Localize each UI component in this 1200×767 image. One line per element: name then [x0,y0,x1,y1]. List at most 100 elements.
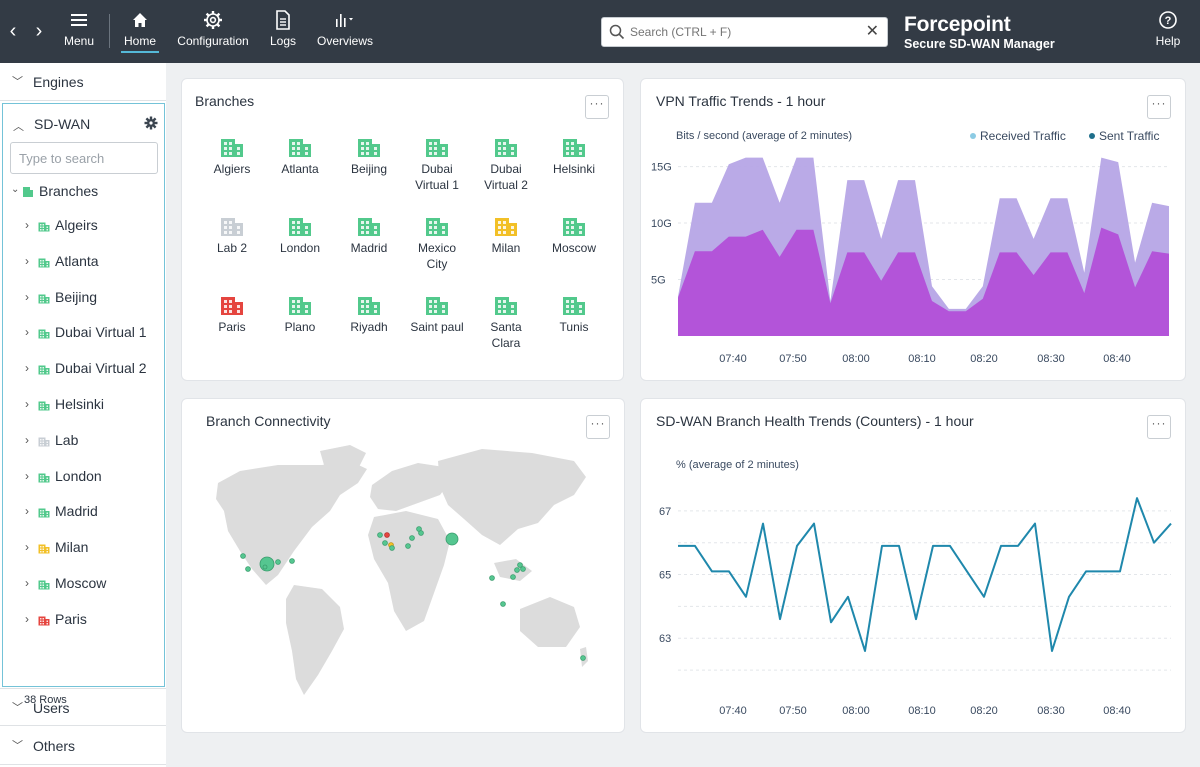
sidebar-item-dubai-virtual-2[interactable]: › Dubai Virtual 2 [25,358,155,382]
x-tick-label: 08:40 [1103,353,1131,365]
branch-tile-label-line2: Virtual 1 [415,178,459,192]
branch-marker [245,566,251,572]
europe-shape [370,463,452,511]
brand-subtitle: Secure SD-WAN Manager [904,37,1055,51]
menu-button[interactable]: Menu [62,9,96,57]
sidebar-item-algeirs[interactable]: › Algeirs [25,215,155,239]
x-tick-label: 07:50 [779,705,807,717]
sidebar-item-london[interactable]: › London [25,466,155,490]
others-section[interactable]: ﹀ Others [0,727,166,765]
building-icon [358,297,380,315]
branch-tile-london[interactable]: London [266,217,334,256]
chevron-down-icon: ﹀ [12,76,23,88]
users-section[interactable]: ﹀ Users [0,688,166,726]
forward-arrow-icon[interactable]: › [35,20,43,42]
branch-tile-label: Saint paul [410,320,464,334]
branch-tile-label: Dubai [490,162,522,176]
x-tick-label: 07:50 [779,353,807,365]
chevron-right-icon: › [25,253,29,268]
branch-tile-algiers[interactable]: Algiers [198,138,266,177]
clear-icon[interactable]: ✕ [865,23,879,40]
chevron-right-icon: › [25,218,29,232]
building-icon [495,139,517,157]
branch-tile-moscow[interactable]: Moscow [540,217,608,256]
chevron-up-icon[interactable]: ︿ [13,121,24,133]
building-icon [38,508,50,518]
sidebar-item-helsinki[interactable]: › Helsinki [25,394,155,418]
brand-logo: Forcepoint [904,13,1011,36]
search-icon [609,24,625,40]
sdwan-label[interactable]: SD-WAN [34,116,91,132]
branch-tile-helsinki[interactable]: Helsinki [540,138,608,177]
back-arrow-icon[interactable]: ‹ [9,20,17,42]
sidebar-item-moscow[interactable]: › Moscow [25,573,155,597]
branch-tile-paris[interactable]: Paris [198,296,266,335]
branch-tile-label: Mexico [417,241,456,255]
branch-tile-label: Helsinki [552,162,595,176]
branch-tile-tunis[interactable]: Tunis [540,296,608,335]
branch-tile-santa-clara[interactable]: Santa Clara [472,296,540,351]
help-button[interactable]: ? Help [1150,9,1186,48]
north-america-shape [216,461,367,585]
menu-label: Menu [63,34,95,48]
tree-search-input[interactable] [10,142,158,174]
branch-marker [389,545,395,551]
building-icon [38,580,50,590]
branch-tile-atlanta[interactable]: Atlanta [266,138,334,177]
branch-tile-label: Santa [490,320,522,334]
document-icon [276,10,290,30]
south-america-shape [286,585,344,695]
connectivity-more-button[interactable]: ··· [586,415,610,439]
building-icon [358,218,380,236]
sidebar-item-dubai-virtual-1[interactable]: › Dubai Virtual 1 [25,322,155,346]
settings-gear-icon[interactable] [144,116,158,130]
legend-received-dot [970,133,976,139]
branch-tile-riyadh[interactable]: Riyadh [335,296,403,335]
tree-root-label: Branches [39,183,99,199]
search-input[interactable] [630,18,860,46]
connectivity-card: Branch Connectivity ··· [181,398,625,733]
health-plot-area: 63 65 67 07:40 07:50 08:00 08:10 08:20 08:30 08:4… [659,497,1172,717]
sent-area [678,227,1169,336]
engines-section[interactable]: ﹀ Engines [0,63,166,101]
branch-tile-beijing[interactable]: Beijing [335,138,403,177]
branch-tile-saint-paul[interactable]: Saint paul [403,296,471,335]
branch-tile-mexico-city[interactable]: Mexico City [403,217,471,272]
nav-home[interactable]: Home [121,9,159,57]
sidebar-item-milan[interactable]: › Milan [25,537,155,561]
branch-tile-label: Moscow [551,241,596,255]
nav-logs[interactable]: Logs [267,9,299,57]
branch-tile-lab-2[interactable]: Lab 2 [198,217,266,256]
x-tick-label: 08:00 [842,705,870,717]
branch-tile-dubai-virtual-1[interactable]: Dubai Virtual 1 [403,138,471,193]
branches-card-title: Branches [195,93,255,109]
branch-tile-milan[interactable]: Milan [472,217,540,256]
africa-shape [368,511,450,631]
branch-markers[interactable] [240,526,586,661]
branch-tile-plano[interactable]: Plano [266,296,334,335]
vpn-more-button[interactable]: ··· [1147,95,1171,119]
world-map[interactable] [182,399,626,734]
branches-more-button[interactable]: ··· [585,95,609,119]
branch-tile-dubai-virtual-2[interactable]: Dubai Virtual 2 [472,138,540,193]
branch-tile-madrid[interactable]: Madrid [335,217,403,256]
health-more-button[interactable]: ··· [1147,415,1171,439]
branch-marker [275,559,281,565]
y-tick-label: 10G [651,218,672,230]
building-icon [38,616,50,626]
global-search[interactable]: ✕ [601,17,888,47]
sidebar-item-label: Beijing [55,288,98,305]
sidebar-item-beijing[interactable]: › Beijing [25,287,155,311]
branch-marker [510,574,516,580]
sidebar-item-madrid[interactable]: › Madrid [25,501,155,525]
health-trends-chart: % (average of 2 minutes) 63 65 67 07:40 07:5… [659,459,1172,717]
tree-root-branches[interactable]: ⌄ Branches [11,181,151,205]
nav-configuration[interactable]: Configuration [174,9,252,57]
branch-marker [418,530,424,536]
nav-overviews[interactable]: Overviews [314,9,376,57]
sidebar-item-atlanta[interactable]: › Atlanta [25,251,155,275]
health-chart-title: SD-WAN Branch Health Trends (Counters) -… [656,413,974,429]
branch-tile-label: Lab 2 [216,241,248,255]
sidebar-item-lab[interactable]: › Lab [25,430,155,454]
sidebar-item-paris[interactable]: › Paris [25,609,155,633]
